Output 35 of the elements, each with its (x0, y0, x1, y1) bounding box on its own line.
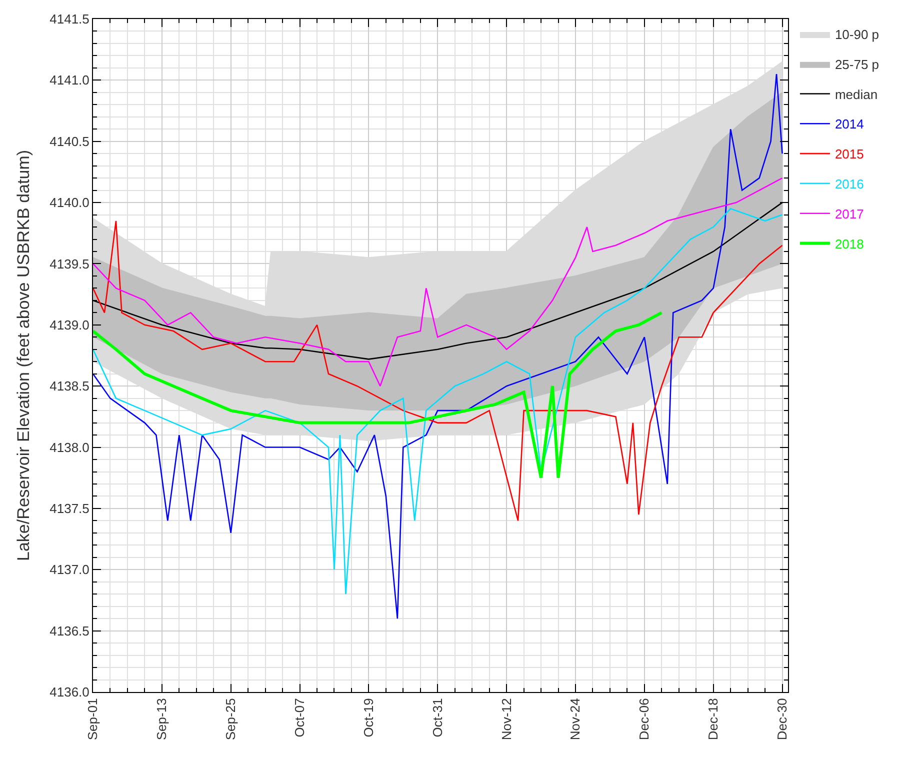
y-tick-label: 4137.5 (50, 501, 90, 516)
y-tick-label: 4136.0 (50, 684, 90, 700)
x-tick-label: Sep-13 (154, 698, 170, 740)
y-tick-label: 4140.0 (50, 195, 90, 210)
y-tick-label: 4139.5 (50, 256, 90, 272)
x-tick-label: Dec-30 (774, 698, 790, 740)
x-tick-label: Oct-19 (360, 698, 376, 738)
legend-label: 2017 (834, 206, 864, 222)
line-series (93, 311, 664, 480)
legend-label: 2016 (834, 176, 864, 192)
legend-label: 10-90 p (834, 27, 880, 42)
x-tick-label: Oct-31 (430, 698, 445, 738)
y-tick-label: 4138.5 (50, 378, 90, 394)
y-tick-label: 4141.0 (50, 72, 90, 88)
x-tick-label: Nov-12 (498, 698, 514, 740)
x-tick-label: Sep-01 (85, 698, 100, 740)
y-tick-label: 4136.5 (50, 623, 90, 638)
legend-label: 2014 (834, 116, 864, 132)
x-tick-label: Dec-06 (636, 698, 652, 740)
line-series (93, 220, 783, 522)
line-series (93, 208, 783, 595)
x-tick-label: Nov-24 (568, 698, 583, 740)
y-axis-title: Lake/Reservoir Elevation (feet above USBRKB datum) (14, 150, 34, 562)
legend-label: 2018 (834, 236, 864, 252)
x-tick-label: Sep-25 (223, 698, 238, 740)
legend-label: 25-75 p (834, 56, 880, 72)
y-tick-label: 4137.0 (50, 562, 90, 578)
y-tick-label: 4141.5 (50, 12, 90, 27)
legend-label: 2015 (834, 146, 864, 162)
x-tick-label: Oct-07 (292, 698, 308, 738)
legend-label: median (834, 86, 878, 102)
y-tick-label: 4139.0 (50, 317, 90, 332)
y-tick-label: 4140.5 (50, 134, 90, 149)
x-tick-label: Dec-18 (706, 698, 721, 740)
y-tick-label: 4138.0 (50, 440, 90, 455)
